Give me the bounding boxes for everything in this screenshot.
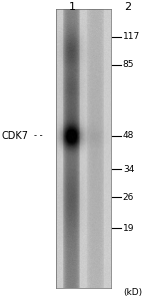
Text: 34: 34 bbox=[123, 165, 134, 174]
Text: - -: - - bbox=[34, 131, 43, 140]
Text: CDK7: CDK7 bbox=[1, 131, 28, 141]
Text: 1: 1 bbox=[69, 2, 76, 13]
Text: 85: 85 bbox=[123, 60, 134, 69]
Text: 26: 26 bbox=[123, 193, 134, 202]
Text: 48: 48 bbox=[123, 131, 134, 140]
Text: 19: 19 bbox=[123, 224, 134, 232]
Text: 2: 2 bbox=[124, 2, 131, 13]
Text: 117: 117 bbox=[123, 32, 140, 41]
Text: (kD): (kD) bbox=[123, 288, 142, 297]
